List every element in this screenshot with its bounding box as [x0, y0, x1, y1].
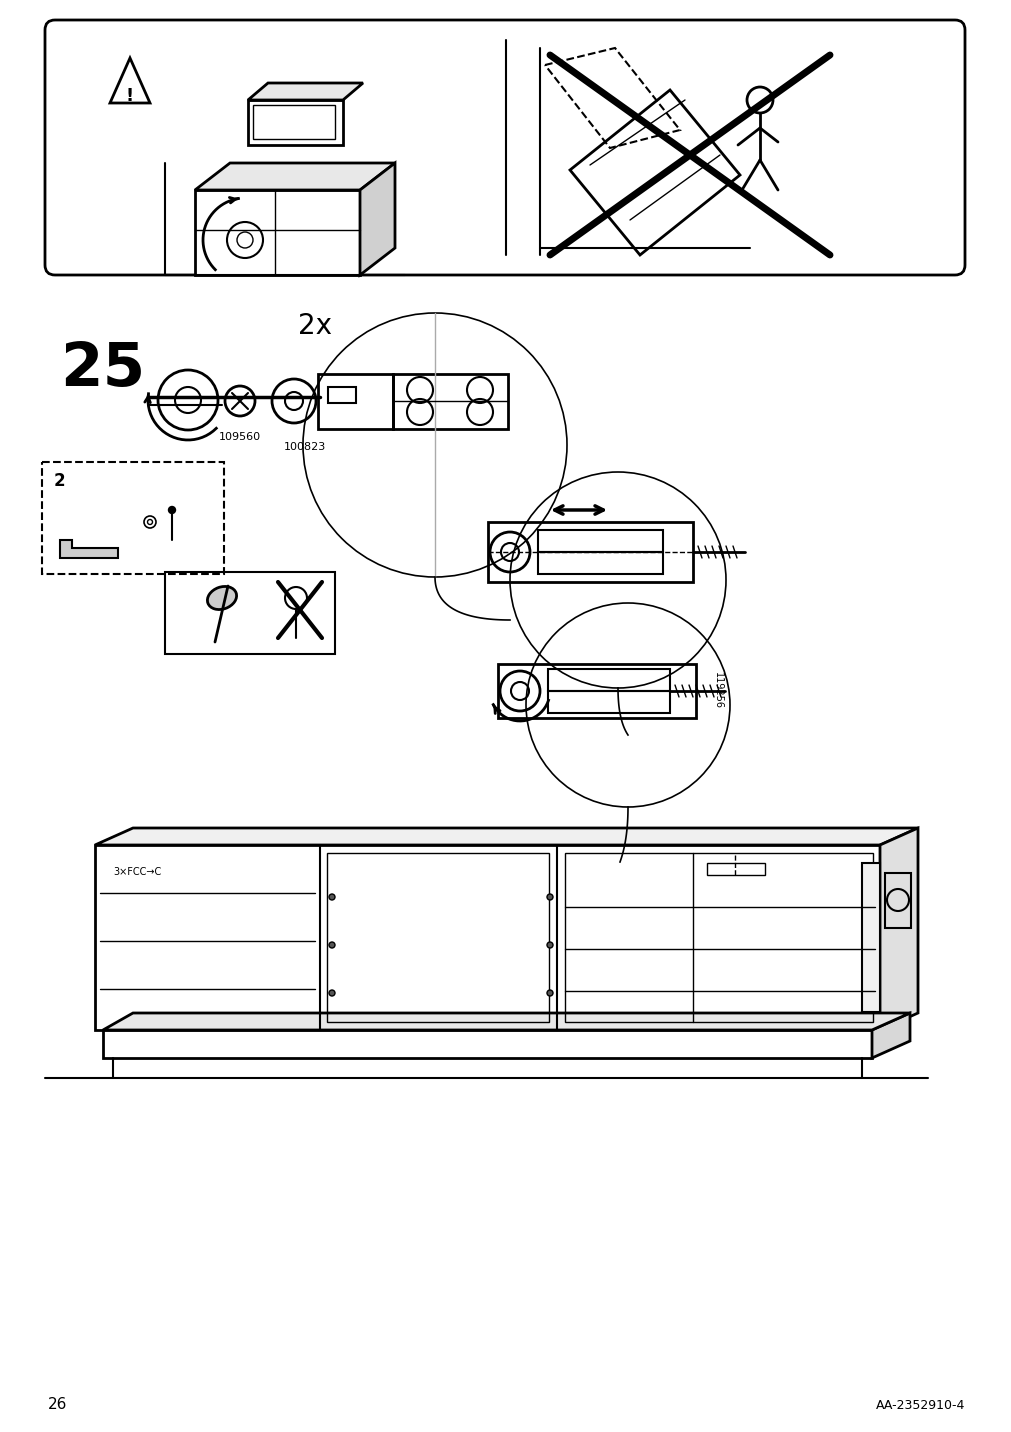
Polygon shape	[569, 90, 739, 255]
Text: AA-2352910-4: AA-2352910-4	[875, 1399, 964, 1412]
Text: 26: 26	[48, 1398, 68, 1412]
Bar	[538, 551, 662, 574]
Text: !: !	[125, 87, 133, 105]
Bar	[885, 874, 910, 928]
FancyBboxPatch shape	[44, 20, 964, 275]
Bar	[392, 374, 508, 430]
Text: 100823: 100823	[284, 442, 326, 453]
Bar	[548, 692, 669, 713]
Text: 3×FCC→C: 3×FCC→C	[113, 866, 161, 876]
Circle shape	[169, 507, 175, 514]
Bar	[328, 387, 356, 402]
Circle shape	[329, 942, 335, 948]
Circle shape	[547, 942, 552, 948]
Bar	[42, 463, 223, 574]
Bar	[548, 669, 669, 692]
Polygon shape	[60, 540, 118, 558]
Text: 25: 25	[60, 339, 145, 400]
Polygon shape	[880, 828, 917, 1030]
Polygon shape	[103, 1030, 871, 1058]
Circle shape	[329, 894, 335, 899]
Bar	[487, 523, 693, 581]
Bar	[497, 664, 696, 717]
Polygon shape	[195, 163, 394, 190]
Polygon shape	[195, 190, 360, 275]
Bar	[165, 571, 335, 654]
Polygon shape	[861, 863, 880, 1012]
Bar	[707, 863, 764, 875]
Bar	[95, 845, 880, 1030]
Bar	[317, 374, 392, 430]
Polygon shape	[110, 59, 150, 103]
Text: 109560: 109560	[218, 432, 261, 442]
Circle shape	[547, 990, 552, 997]
Polygon shape	[103, 1012, 909, 1030]
Polygon shape	[360, 163, 394, 275]
Bar	[564, 853, 872, 1022]
Bar	[538, 530, 662, 551]
Polygon shape	[248, 100, 343, 145]
Polygon shape	[871, 1012, 909, 1058]
Circle shape	[329, 990, 335, 997]
Bar	[327, 853, 548, 1022]
Polygon shape	[95, 828, 917, 845]
Ellipse shape	[207, 587, 237, 610]
Text: 119256: 119256	[713, 672, 722, 709]
Text: 2x: 2x	[297, 312, 332, 339]
Text: 2: 2	[54, 473, 66, 490]
Circle shape	[547, 894, 552, 899]
Polygon shape	[248, 83, 363, 100]
Bar	[253, 105, 335, 139]
